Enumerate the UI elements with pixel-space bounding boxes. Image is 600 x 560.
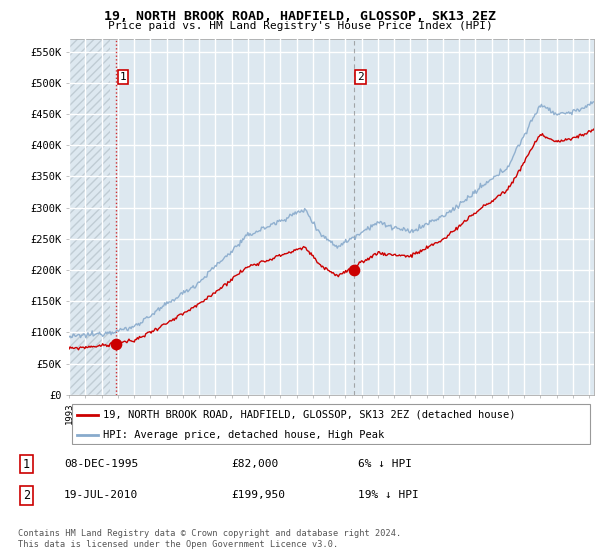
Text: 1: 1 bbox=[23, 458, 30, 470]
Point bbox=[349, 265, 359, 274]
Text: 2: 2 bbox=[23, 489, 30, 502]
Text: 1: 1 bbox=[120, 72, 127, 82]
Text: HPI: Average price, detached house, High Peak: HPI: Average price, detached house, High… bbox=[103, 430, 385, 440]
FancyBboxPatch shape bbox=[71, 404, 590, 444]
Text: 19, NORTH BROOK ROAD, HADFIELD, GLOSSOP, SK13 2EZ (detached house): 19, NORTH BROOK ROAD, HADFIELD, GLOSSOP,… bbox=[103, 409, 515, 419]
Text: Contains HM Land Registry data © Crown copyright and database right 2024.
This d: Contains HM Land Registry data © Crown c… bbox=[18, 529, 401, 549]
Text: 19-JUL-2010: 19-JUL-2010 bbox=[64, 491, 138, 501]
Text: £199,950: £199,950 bbox=[231, 491, 285, 501]
Text: 6% ↓ HPI: 6% ↓ HPI bbox=[358, 459, 412, 469]
Text: 2: 2 bbox=[358, 72, 364, 82]
Text: Price paid vs. HM Land Registry's House Price Index (HPI): Price paid vs. HM Land Registry's House … bbox=[107, 21, 493, 31]
Text: 19, NORTH BROOK ROAD, HADFIELD, GLOSSOP, SK13 2EZ: 19, NORTH BROOK ROAD, HADFIELD, GLOSSOP,… bbox=[104, 10, 496, 23]
Point bbox=[112, 339, 121, 348]
Text: £82,000: £82,000 bbox=[231, 459, 278, 469]
Text: 08-DEC-1995: 08-DEC-1995 bbox=[64, 459, 138, 469]
Text: 19% ↓ HPI: 19% ↓ HPI bbox=[358, 491, 418, 501]
